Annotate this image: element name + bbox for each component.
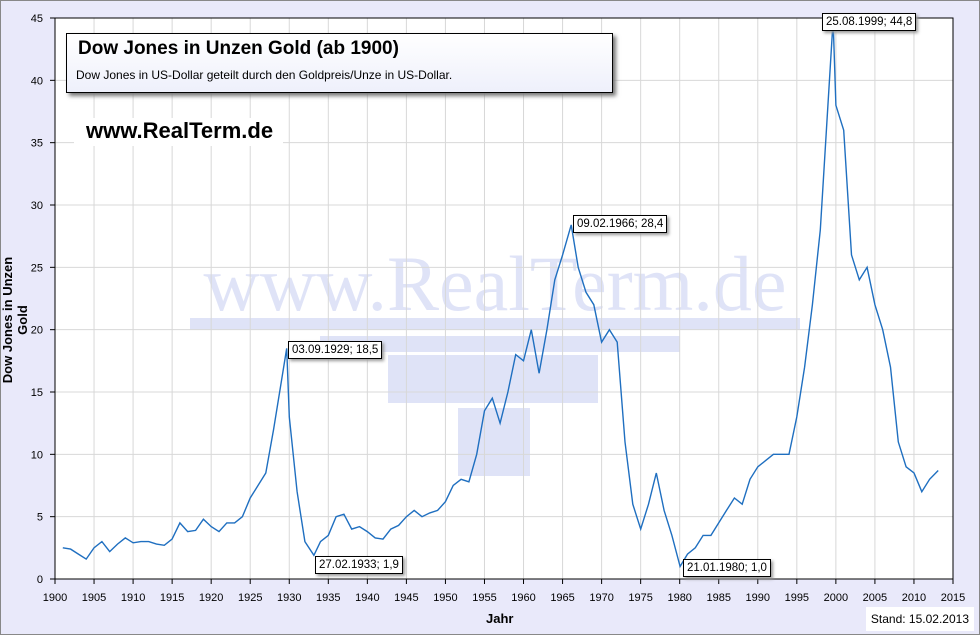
x-tick-label: 1990 [746, 592, 770, 604]
x-tick-label: 1975 [628, 592, 652, 604]
x-tick-label: 1965 [550, 592, 574, 604]
y-tick-label: 45 [31, 13, 43, 25]
plot-area [55, 18, 953, 579]
annotation-1966: 09.02.1966; 28,4 [573, 215, 668, 233]
x-tick-label: 1900 [43, 592, 67, 604]
annotation-1980: 21.01.1980; 1,0 [683, 559, 771, 577]
watermark-bar [388, 355, 598, 403]
y-tick-label: 5 [37, 512, 43, 524]
title-box: Dow Jones in Unzen Gold (ab 1900) Dow Jo… [66, 33, 613, 93]
x-tick-label: 2005 [863, 592, 887, 604]
watermark-bar [458, 408, 530, 476]
x-tick-label: 2015 [941, 592, 965, 604]
x-tick-label: 1995 [785, 592, 809, 604]
x-tick-label: 1985 [706, 592, 730, 604]
y-tick-label: 30 [31, 200, 43, 212]
x-axis-label: Jahr [486, 611, 514, 626]
x-tick-label: 1935 [316, 592, 340, 604]
y-tick-label: 10 [31, 449, 43, 461]
annotation-1933: 27.02.1933; 1,9 [315, 556, 403, 574]
y-axis-label: Dow Jones in Unzen Gold [0, 256, 30, 384]
x-tick-label: 1930 [277, 592, 301, 604]
x-tick-label: 1910 [121, 592, 145, 604]
series-line [62, 20, 939, 569]
y-tick-label: 0 [37, 574, 43, 586]
site-label: www.RealTerm.de [74, 118, 284, 146]
stand-date: Stand: 15.02.2013 [865, 607, 974, 631]
annotation-1999: 25.08.1999; 44,8 [822, 13, 917, 31]
y-tick-label: 20 [31, 325, 43, 337]
y-tick-label: 40 [31, 75, 43, 87]
plot-border [54, 17, 954, 580]
x-tick-label: 1950 [433, 592, 457, 604]
x-tick-label: 2010 [902, 592, 926, 604]
y-tick-label: 25 [31, 262, 43, 274]
watermark: www.RealTerm.de [204, 240, 787, 327]
chart-title: Dow Jones in Unzen Gold (ab 1900) [78, 38, 399, 59]
x-tick-label: 1970 [589, 592, 613, 604]
x-tick-label: 1955 [472, 592, 496, 604]
x-tick-label: 1980 [667, 592, 691, 604]
x-tick-label: 2000 [824, 592, 848, 604]
chart-subtitle: Dow Jones in US-Dollar geteilt durch den… [76, 68, 453, 82]
watermark-bar [190, 318, 800, 330]
y-tick-label: 35 [31, 138, 43, 150]
x-tick-label: 1905 [82, 592, 106, 604]
x-tick-label: 1960 [511, 592, 535, 604]
x-tick-label: 1920 [199, 592, 223, 604]
y-tick-label: 15 [31, 387, 43, 399]
x-tick-label: 1925 [238, 592, 262, 604]
x-tick-label: 1915 [160, 592, 184, 604]
annotation-1929: 03.09.1929; 18,5 [288, 341, 383, 359]
x-tick-label: 1945 [394, 592, 418, 604]
watermark-bar [320, 336, 680, 352]
x-tick-label: 1940 [355, 592, 379, 604]
